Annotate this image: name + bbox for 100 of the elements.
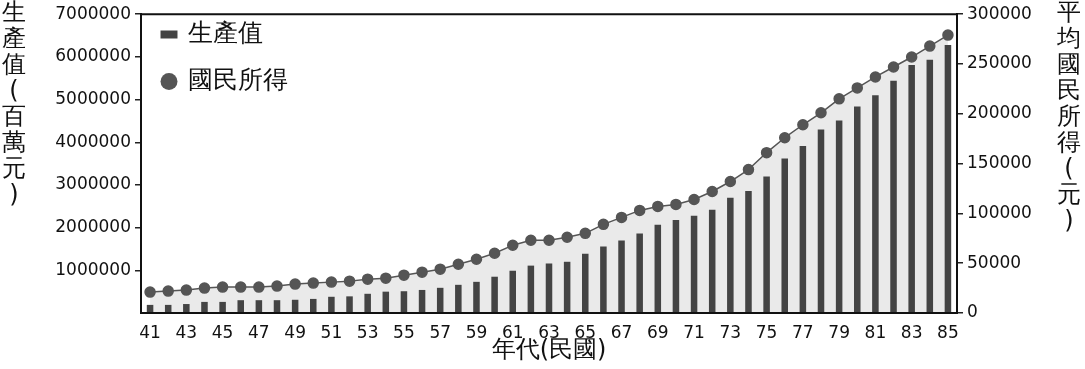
point xyxy=(670,198,682,211)
x-tick-label: 51 xyxy=(320,321,343,342)
y2-tick-label: 200000 xyxy=(967,102,1032,123)
point xyxy=(307,277,320,289)
point xyxy=(579,227,592,240)
point xyxy=(361,273,374,285)
bar xyxy=(455,284,462,313)
y-tick-label: 4000000 xyxy=(55,130,131,151)
point xyxy=(398,269,410,281)
point xyxy=(778,131,791,144)
point xyxy=(289,278,301,290)
bar xyxy=(364,293,371,313)
bar xyxy=(745,190,752,313)
x-tick-label: 69 xyxy=(646,321,669,342)
bar xyxy=(690,215,698,313)
bar xyxy=(582,253,589,313)
x-tick-label: 57 xyxy=(429,321,452,342)
x-tick-label: 47 xyxy=(248,321,270,342)
point xyxy=(525,234,537,247)
bar xyxy=(563,261,571,313)
x-tick-label: 55 xyxy=(393,321,415,342)
bar xyxy=(491,276,498,313)
x-tick-label: 43 xyxy=(175,321,198,342)
point xyxy=(543,234,555,247)
text: 平均國民所得(元) xyxy=(1057,0,1081,235)
y-tick-label: 6000000 xyxy=(55,45,131,66)
y-tick-label: 1000000 xyxy=(55,258,131,279)
y-axis-title: 生產值(百萬元) xyxy=(2,0,26,209)
bar xyxy=(908,65,915,313)
point xyxy=(271,280,283,292)
bar xyxy=(654,224,662,313)
bar xyxy=(201,301,208,313)
point xyxy=(797,119,809,131)
bar xyxy=(944,44,952,313)
point xyxy=(851,82,864,94)
bar xyxy=(890,80,897,313)
point xyxy=(470,253,483,265)
y2-tick-label: 250000 xyxy=(967,52,1032,73)
bar xyxy=(817,129,825,313)
point xyxy=(652,200,664,213)
bar xyxy=(473,281,480,313)
point xyxy=(253,281,265,293)
point xyxy=(180,284,193,296)
bar xyxy=(237,300,244,313)
point xyxy=(488,247,501,259)
legend-label: 生產值 xyxy=(187,18,263,47)
point xyxy=(234,281,247,293)
point xyxy=(869,71,882,83)
y-tick-label: 3000000 xyxy=(55,173,131,194)
x-tick-label: 59 xyxy=(465,321,488,342)
x-tick-label: 81 xyxy=(864,321,887,342)
y2-tick-label: 300000 xyxy=(967,2,1032,23)
x-tick-label: 77 xyxy=(792,321,814,342)
point xyxy=(924,40,936,52)
y2-tick-label: 0 xyxy=(967,301,978,322)
x-tick-label: 85 xyxy=(937,321,959,342)
y2-tick-label: 100000 xyxy=(967,201,1032,222)
y-tick-label: 7000000 xyxy=(55,2,131,23)
bar xyxy=(727,197,734,313)
point xyxy=(343,275,356,287)
point xyxy=(416,266,428,278)
bar xyxy=(854,106,861,313)
bar xyxy=(926,59,934,313)
y2-tick-label: 150000 xyxy=(967,152,1032,173)
point xyxy=(760,146,773,159)
x-tick-label: 71 xyxy=(683,321,705,342)
bar xyxy=(708,209,716,313)
y2-tick-label: 50000 xyxy=(967,251,1022,272)
bar xyxy=(672,219,680,313)
point xyxy=(325,276,338,288)
x-tick-label: 75 xyxy=(755,321,778,342)
bar xyxy=(618,240,625,313)
x-tick-label: 73 xyxy=(719,321,742,342)
point xyxy=(198,282,211,294)
bar xyxy=(763,176,770,313)
point xyxy=(597,218,610,231)
bar xyxy=(600,246,607,313)
bar xyxy=(183,304,190,313)
point xyxy=(380,272,392,284)
point xyxy=(434,263,446,275)
bar xyxy=(310,298,317,313)
bar xyxy=(346,296,353,313)
x-tick-label: 83 xyxy=(900,321,923,342)
bar xyxy=(799,146,807,313)
x-tick-label: 53 xyxy=(356,321,379,342)
bar xyxy=(545,263,553,313)
point xyxy=(162,285,174,297)
y-tick-label: 5000000 xyxy=(55,87,131,108)
bar xyxy=(872,95,879,313)
point xyxy=(833,93,845,105)
point xyxy=(144,286,156,298)
point xyxy=(452,258,465,270)
point xyxy=(615,211,628,224)
point xyxy=(216,281,229,293)
bar xyxy=(509,270,516,313)
point xyxy=(887,61,900,73)
point xyxy=(724,175,737,188)
point xyxy=(905,51,918,63)
x-tick-label: 79 xyxy=(828,321,850,342)
point xyxy=(742,163,755,176)
